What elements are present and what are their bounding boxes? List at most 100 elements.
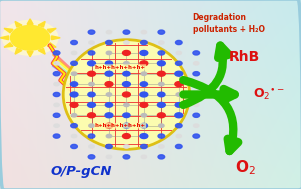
Circle shape — [140, 134, 148, 139]
Circle shape — [194, 124, 199, 127]
Circle shape — [106, 30, 112, 34]
Circle shape — [2, 20, 58, 55]
Circle shape — [176, 134, 182, 138]
Circle shape — [175, 144, 182, 149]
Circle shape — [141, 40, 147, 45]
Circle shape — [157, 102, 165, 107]
Circle shape — [89, 124, 94, 127]
Text: h+h+h+h+h+h+: h+h+h+h+h+h+ — [95, 65, 146, 70]
Circle shape — [70, 92, 78, 97]
Circle shape — [176, 93, 182, 96]
Circle shape — [71, 134, 77, 138]
Circle shape — [105, 71, 113, 76]
Circle shape — [71, 114, 77, 117]
Polygon shape — [27, 19, 33, 24]
Circle shape — [193, 72, 200, 76]
Circle shape — [88, 113, 95, 118]
Circle shape — [158, 92, 165, 97]
Circle shape — [71, 144, 77, 149]
Circle shape — [141, 144, 147, 149]
Circle shape — [53, 134, 60, 138]
Circle shape — [140, 50, 148, 55]
Circle shape — [53, 92, 60, 97]
Circle shape — [123, 30, 130, 34]
Circle shape — [54, 124, 59, 127]
Circle shape — [71, 61, 77, 65]
Circle shape — [157, 113, 165, 118]
Circle shape — [88, 155, 95, 159]
Circle shape — [88, 61, 95, 66]
Circle shape — [89, 41, 94, 44]
Circle shape — [141, 72, 147, 75]
Circle shape — [158, 30, 165, 34]
Circle shape — [175, 61, 182, 65]
Circle shape — [123, 50, 130, 55]
Circle shape — [175, 40, 182, 45]
Circle shape — [159, 145, 164, 148]
Circle shape — [123, 113, 130, 118]
Polygon shape — [47, 28, 56, 33]
Circle shape — [124, 103, 129, 107]
Circle shape — [89, 82, 94, 86]
Circle shape — [88, 92, 95, 97]
Ellipse shape — [63, 40, 190, 149]
Polygon shape — [0, 36, 9, 40]
Circle shape — [140, 123, 147, 128]
Circle shape — [124, 62, 129, 65]
Circle shape — [159, 41, 164, 44]
Circle shape — [157, 61, 165, 66]
Text: O/P-gCN: O/P-gCN — [51, 165, 112, 177]
Circle shape — [105, 103, 113, 107]
FancyArrowPatch shape — [183, 46, 229, 105]
Circle shape — [71, 72, 77, 75]
Circle shape — [175, 82, 183, 87]
Text: O$_2$$^{\bullet-}$: O$_2$$^{\bullet-}$ — [253, 87, 285, 102]
Circle shape — [106, 134, 112, 138]
Circle shape — [159, 124, 164, 127]
Circle shape — [194, 62, 199, 65]
Circle shape — [159, 82, 164, 86]
Circle shape — [175, 124, 182, 128]
Circle shape — [53, 72, 60, 76]
Circle shape — [106, 51, 112, 55]
Circle shape — [123, 155, 130, 159]
Polygon shape — [4, 28, 13, 33]
FancyArrowPatch shape — [183, 80, 238, 151]
Circle shape — [193, 92, 200, 97]
Circle shape — [88, 102, 95, 107]
Circle shape — [141, 114, 147, 117]
Circle shape — [123, 92, 130, 97]
Circle shape — [193, 51, 200, 55]
Circle shape — [11, 26, 50, 50]
Circle shape — [105, 113, 113, 118]
Text: RhB: RhB — [229, 50, 260, 64]
Circle shape — [141, 30, 147, 34]
Circle shape — [71, 40, 77, 45]
Circle shape — [158, 155, 165, 159]
Polygon shape — [15, 21, 22, 27]
Text: O$_2$: O$_2$ — [235, 158, 256, 177]
Circle shape — [124, 145, 129, 148]
Circle shape — [158, 134, 165, 138]
Polygon shape — [38, 49, 45, 54]
Polygon shape — [27, 51, 33, 57]
Circle shape — [141, 155, 147, 159]
Circle shape — [88, 30, 95, 34]
Polygon shape — [51, 36, 60, 40]
Circle shape — [140, 102, 148, 107]
Circle shape — [54, 62, 59, 65]
Circle shape — [70, 102, 78, 107]
Circle shape — [193, 134, 200, 138]
Circle shape — [140, 61, 148, 66]
Circle shape — [53, 51, 60, 55]
Circle shape — [89, 145, 94, 148]
Circle shape — [123, 123, 130, 128]
Circle shape — [193, 113, 200, 117]
Circle shape — [105, 82, 113, 87]
Circle shape — [106, 144, 112, 149]
Circle shape — [157, 71, 165, 76]
Circle shape — [176, 51, 182, 55]
Circle shape — [105, 123, 113, 128]
Circle shape — [106, 40, 112, 45]
Polygon shape — [38, 21, 45, 27]
